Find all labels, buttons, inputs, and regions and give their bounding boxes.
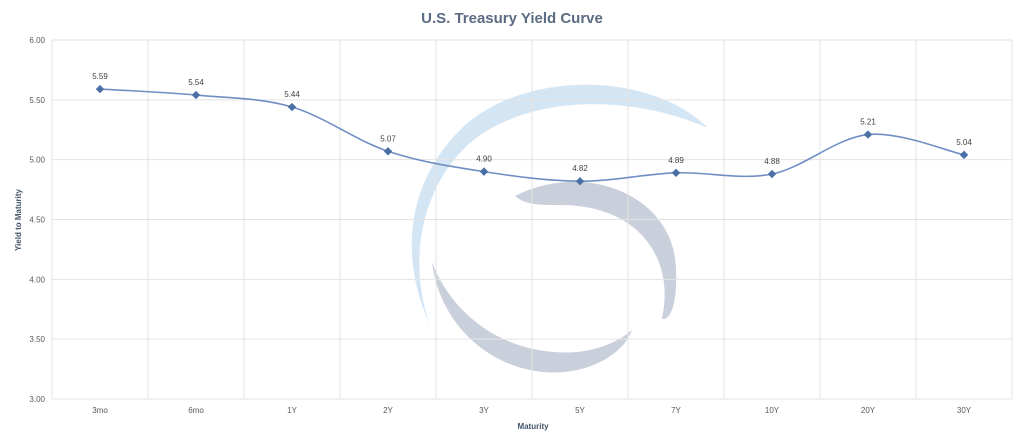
data-label: 5.21	[860, 118, 876, 127]
x-tick-label: 20Y	[861, 406, 876, 415]
data-label: 5.04	[956, 138, 972, 147]
y-axis-ticks: 3.00 3.50 4.00 4.50 5.00 5.50 6.00	[29, 36, 45, 404]
x-tick-label: 30Y	[957, 406, 972, 415]
x-tick-label: 2Y	[383, 406, 393, 415]
data-point-marker[interactable]	[479, 167, 489, 176]
grid	[51, 39, 1013, 400]
watermark-gray-swoosh	[515, 181, 677, 319]
y-tick-label: 4.50	[29, 216, 45, 225]
data-label: 4.82	[572, 164, 588, 173]
data-point-marker[interactable]	[191, 90, 201, 100]
x-tick-label: 1Y	[287, 406, 297, 415]
data-point-marker[interactable]	[959, 150, 969, 160]
data-label: 4.89	[668, 156, 684, 165]
series-group	[99, 88, 965, 183]
y-tick-label: 5.50	[29, 96, 45, 105]
data-labels-group: 5.59 5.54 5.44 5.07 4.90 4.82 4.89 4.88 5.21 5.04	[92, 72, 972, 173]
x-tick-label: 5Y	[575, 406, 585, 415]
watermark-logo	[411, 84, 708, 373]
x-tick-label: 3mo	[92, 406, 108, 415]
x-tick-label: 10Y	[765, 406, 780, 415]
x-tick-label: 7Y	[671, 406, 681, 415]
y-tick-label: 3.50	[29, 335, 45, 344]
x-axis-ticks: 3mo 6mo 1Y 2Y 3Y 5Y 7Y 10Y 20Y 30Y	[92, 406, 972, 415]
data-label: 5.07	[380, 134, 396, 143]
data-label: 5.44	[284, 90, 300, 99]
x-tick-label: 3Y	[479, 406, 489, 415]
x-axis-label: Maturity	[517, 422, 549, 431]
x-tick-label: 6mo	[188, 406, 204, 415]
data-point-marker[interactable]	[863, 130, 873, 139]
series-line	[99, 88, 965, 183]
data-point-marker[interactable]	[287, 102, 297, 112]
y-tick-label: 4.00	[29, 275, 45, 284]
data-point-marker[interactable]	[575, 177, 585, 186]
data-label: 5.59	[92, 72, 108, 81]
data-label: 4.88	[764, 157, 780, 166]
y-axis-label: Yield to Maturity	[14, 188, 23, 250]
markers-group	[95, 84, 969, 186]
data-point-marker[interactable]	[383, 147, 393, 156]
data-point-marker[interactable]	[767, 169, 777, 179]
chart-title: U.S. Treasury Yield Curve	[421, 10, 603, 27]
watermark-blue-swoosh	[411, 84, 708, 325]
data-label: 5.54	[188, 78, 204, 87]
data-label: 4.90	[476, 155, 492, 164]
y-tick-label: 5.00	[29, 156, 45, 165]
watermark-gray-swoosh-lower	[432, 262, 632, 373]
data-point-marker[interactable]	[95, 84, 105, 94]
data-point-marker[interactable]	[671, 168, 681, 178]
y-tick-label: 6.00	[29, 36, 45, 45]
y-tick-label: 3.00	[29, 395, 45, 404]
